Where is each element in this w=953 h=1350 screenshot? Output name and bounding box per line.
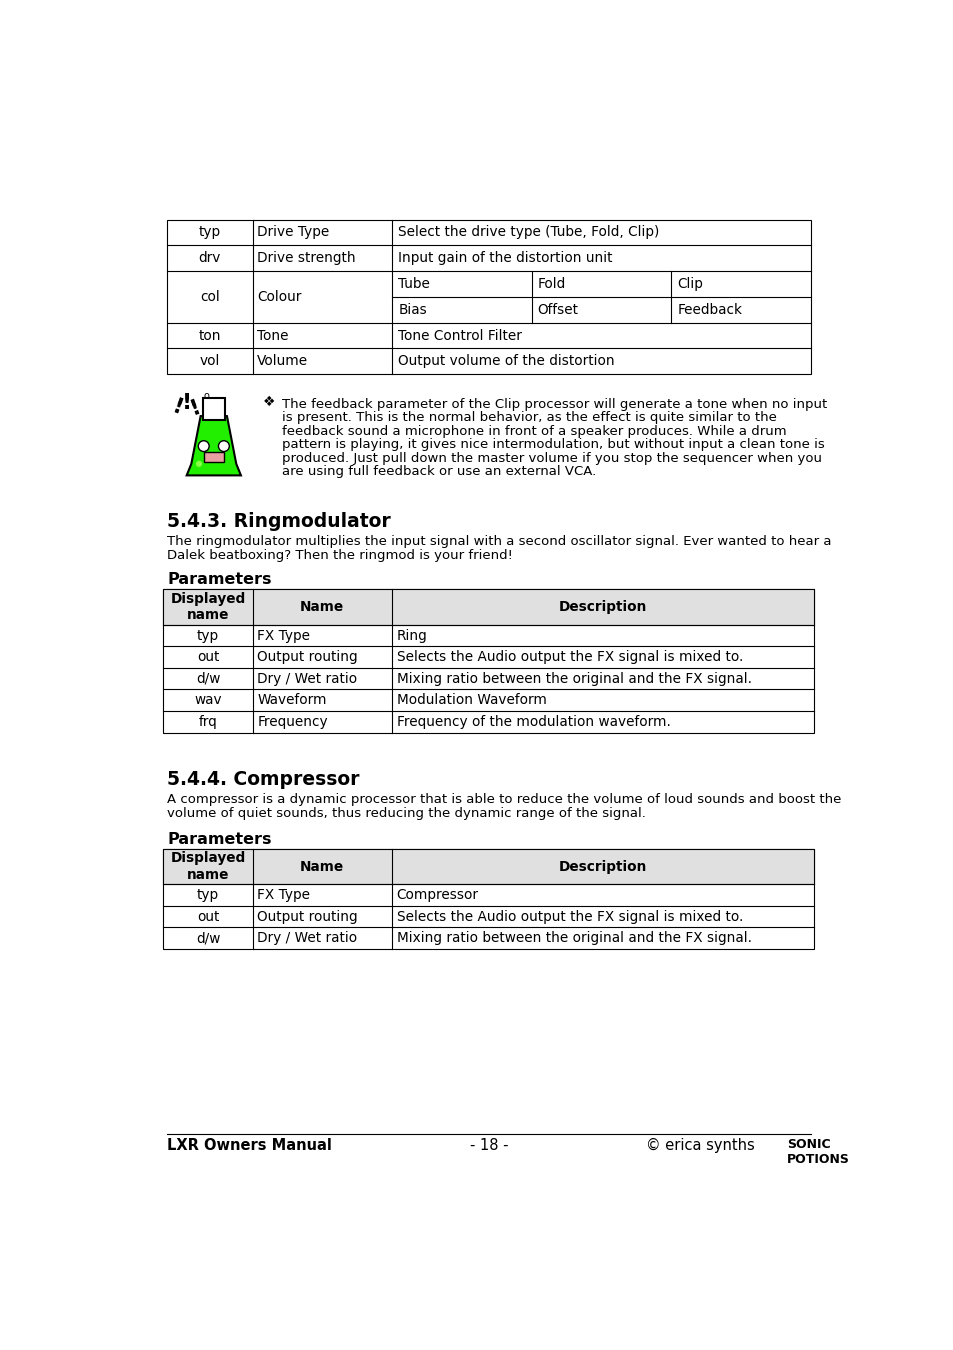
Text: - 18 -: - 18 - [469, 1138, 508, 1153]
Text: out: out [196, 651, 219, 664]
Circle shape [218, 440, 229, 451]
Text: Output routing: Output routing [257, 651, 357, 664]
Text: !: ! [169, 397, 185, 418]
Bar [163, 590, 814, 625]
Bar [203, 398, 224, 420]
Bar [163, 849, 814, 949]
Text: drv: drv [198, 251, 221, 265]
Text: Volume: Volume [257, 354, 308, 369]
Text: Drive strength: Drive strength [257, 251, 355, 265]
Text: Drive Type: Drive Type [257, 225, 329, 239]
Text: Ring: Ring [396, 629, 427, 643]
Text: Parameters: Parameters [167, 571, 272, 587]
Text: Displayed
name: Displayed name [171, 852, 245, 882]
Text: 5.4.4. Compressor: 5.4.4. Compressor [167, 771, 359, 790]
Text: Waveform: Waveform [257, 694, 326, 707]
Text: Frequency of the modulation waveform.: Frequency of the modulation waveform. [396, 714, 670, 729]
Text: Tone Control Filter: Tone Control Filter [397, 328, 521, 343]
Text: ton: ton [198, 328, 221, 343]
Text: typ: typ [196, 888, 219, 902]
Text: produced. Just pull down the master volume if you stop the sequencer when you: produced. Just pull down the master volu… [282, 451, 821, 464]
Bar [167, 220, 810, 374]
Text: Description: Description [558, 860, 647, 873]
Text: A compressor is a dynamic processor that is able to reduce the volume of loud so: A compressor is a dynamic processor that… [167, 794, 841, 806]
Text: typ: typ [196, 629, 219, 643]
Text: Selects the Audio output the FX signal is mixed to.: Selects the Audio output the FX signal i… [396, 910, 742, 923]
Text: Clip: Clip [677, 277, 702, 290]
Text: Selects the Audio output the FX signal is mixed to.: Selects the Audio output the FX signal i… [396, 651, 742, 664]
Text: Frequency: Frequency [257, 714, 328, 729]
Text: © erica synths: © erica synths [645, 1138, 754, 1153]
Text: vol: vol [199, 354, 220, 369]
Text: Fold: Fold [537, 277, 565, 290]
Bar [163, 590, 814, 733]
Text: Tone: Tone [257, 328, 289, 343]
Text: SONIC
POTIONS: SONIC POTIONS [786, 1138, 849, 1166]
Text: out: out [196, 910, 219, 923]
Text: Output volume of the distortion: Output volume of the distortion [397, 354, 615, 369]
Text: Colour: Colour [257, 290, 301, 304]
Text: Tube: Tube [397, 277, 430, 290]
Text: Name: Name [300, 860, 344, 873]
Text: Compressor: Compressor [396, 888, 478, 902]
Text: !: ! [188, 397, 204, 418]
Text: col: col [200, 290, 219, 304]
Text: Mixing ratio between the original and the FX signal.: Mixing ratio between the original and th… [396, 672, 751, 686]
Text: The feedback parameter of the Clip processor will generate a tone when no input: The feedback parameter of the Clip proce… [282, 398, 826, 410]
Polygon shape [187, 416, 241, 475]
Text: !: ! [181, 393, 192, 413]
Text: are using full feedback or use an external VCA.: are using full feedback or use an extern… [282, 464, 596, 478]
Text: o: o [204, 390, 210, 401]
Text: ❖: ❖ [262, 394, 274, 409]
Text: Input gain of the distortion unit: Input gain of the distortion unit [397, 251, 612, 265]
Circle shape [195, 460, 202, 467]
Text: Bias: Bias [397, 302, 427, 317]
Text: d/w: d/w [195, 931, 220, 945]
Text: Dry / Wet ratio: Dry / Wet ratio [257, 931, 357, 945]
Text: Dry / Wet ratio: Dry / Wet ratio [257, 672, 357, 686]
Text: Select the drive type (Tube, Fold, Clip): Select the drive type (Tube, Fold, Clip) [397, 225, 659, 239]
Text: feedback sound a microphone in front of a speaker produces. While a drum: feedback sound a microphone in front of … [282, 424, 786, 437]
Text: Description: Description [558, 599, 647, 614]
Text: Mixing ratio between the original and the FX signal.: Mixing ratio between the original and th… [396, 931, 751, 945]
Text: LXR Owners Manual: LXR Owners Manual [167, 1138, 332, 1153]
Bar [204, 452, 224, 462]
Text: typ: typ [198, 225, 221, 239]
Text: pattern is playing, it gives nice intermodulation, but without input a clean ton: pattern is playing, it gives nice interm… [282, 437, 824, 451]
Text: Offset: Offset [537, 302, 578, 317]
Text: wav: wav [194, 694, 221, 707]
Circle shape [198, 440, 209, 451]
Text: Name: Name [300, 599, 344, 614]
Text: is present. This is the normal behavior, as the effect is quite similar to the: is present. This is the normal behavior,… [282, 412, 776, 424]
Bar [163, 849, 814, 884]
Text: Feedback: Feedback [677, 302, 741, 317]
Text: FX Type: FX Type [257, 888, 310, 902]
Text: Output routing: Output routing [257, 910, 357, 923]
Text: Dalek beatboxing? Then the ringmod is your friend!: Dalek beatboxing? Then the ringmod is yo… [167, 549, 513, 563]
Text: FX Type: FX Type [257, 629, 310, 643]
Text: frq: frq [198, 714, 217, 729]
Text: Displayed
name: Displayed name [171, 591, 245, 622]
Text: The ringmodulator multiplies the input signal with a second oscillator signal. E: The ringmodulator multiplies the input s… [167, 536, 831, 548]
Text: Parameters: Parameters [167, 832, 272, 846]
Text: 5.4.3. Ringmodulator: 5.4.3. Ringmodulator [167, 513, 391, 532]
Text: volume of quiet sounds, thus reducing the dynamic range of the signal.: volume of quiet sounds, thus reducing th… [167, 807, 645, 821]
Text: Modulation Waveform: Modulation Waveform [396, 694, 546, 707]
Text: d/w: d/w [195, 672, 220, 686]
